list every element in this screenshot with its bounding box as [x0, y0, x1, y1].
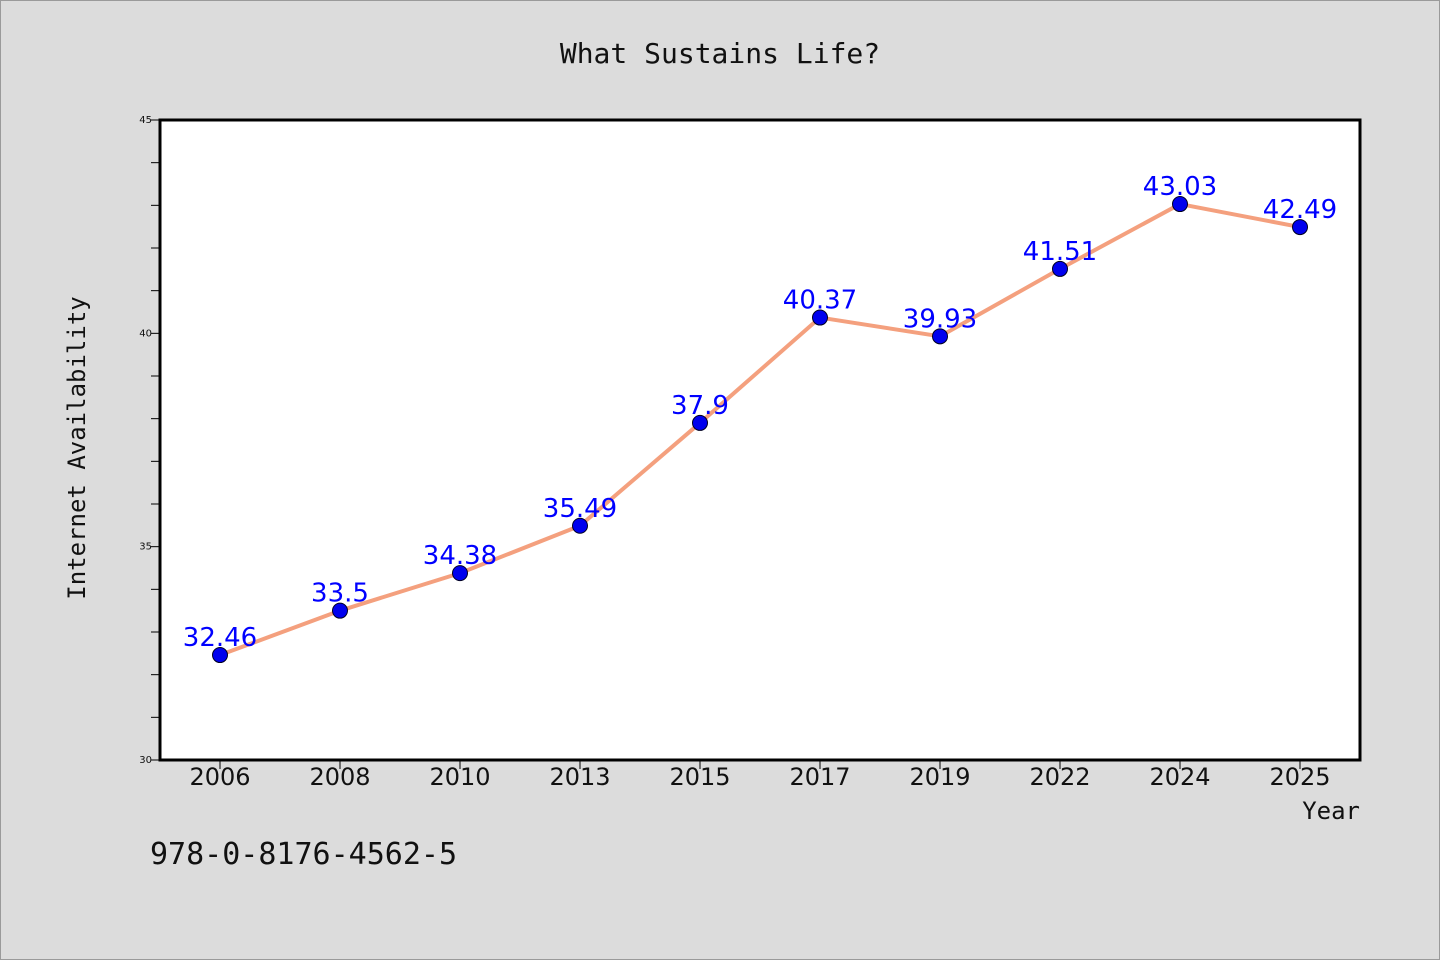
data-point: [452, 565, 468, 582]
plot-area: [158, 118, 1362, 762]
data-point: [1052, 260, 1068, 277]
chart-title: What Sustains Life?: [560, 37, 880, 70]
data-labels-group: 32.46 33.5 34.38 35.49 37.9 40.37 39.93 41.51 43…: [183, 172, 1337, 653]
x-tick-label: 2008: [309, 763, 370, 791]
x-tick-label: 2015: [669, 763, 730, 791]
x-axis-ticks: 2006 2008 2010 2013 2015 2017 2019 2022 2024 2025: [189, 760, 1331, 791]
data-label: 40.37: [783, 286, 857, 316]
y-axis-label: Internet Availability: [63, 296, 91, 599]
data-label: 35.49: [543, 494, 617, 524]
data-label: 42.49: [1263, 195, 1337, 225]
x-tick-label: 2013: [549, 763, 610, 791]
data-point: [332, 602, 348, 619]
x-tick-label: 2019: [909, 763, 970, 791]
y-tick-label: 35: [139, 542, 152, 553]
data-point: [692, 414, 708, 431]
y-tick-label: 45: [139, 115, 152, 126]
y-tick-label: 30: [139, 755, 152, 766]
x-tick-label: 2006: [189, 763, 250, 791]
data-point: [572, 517, 588, 534]
data-label: 37.9: [671, 391, 729, 421]
data-point: [212, 647, 228, 664]
isbn-text: 978-0-8176-4562-5: [150, 837, 457, 872]
data-label: 34.38: [423, 541, 497, 571]
x-tick-label: 2022: [1029, 763, 1090, 791]
data-point: [1172, 196, 1188, 213]
data-point: [932, 328, 948, 345]
data-label: 32.46: [183, 623, 257, 653]
data-label: 39.93: [903, 304, 977, 334]
x-tick-label: 2024: [1149, 763, 1210, 791]
x-axis-label: Year: [1302, 797, 1360, 825]
data-label: 33.5: [311, 579, 369, 609]
data-point: [1292, 219, 1308, 236]
data-point: [812, 309, 828, 326]
x-tick-label: 2010: [429, 763, 490, 791]
data-label: 43.03: [1143, 172, 1217, 202]
y-tick-label: 40: [139, 328, 152, 339]
series-line: [218, 202, 1302, 658]
y-axis-ticks: 30 35 40 45: [139, 115, 160, 766]
x-tick-label: 2017: [789, 763, 850, 791]
x-tick-label: 2025: [1269, 763, 1330, 791]
data-label: 41.51: [1023, 237, 1097, 267]
series-line-group: [212, 196, 1308, 664]
